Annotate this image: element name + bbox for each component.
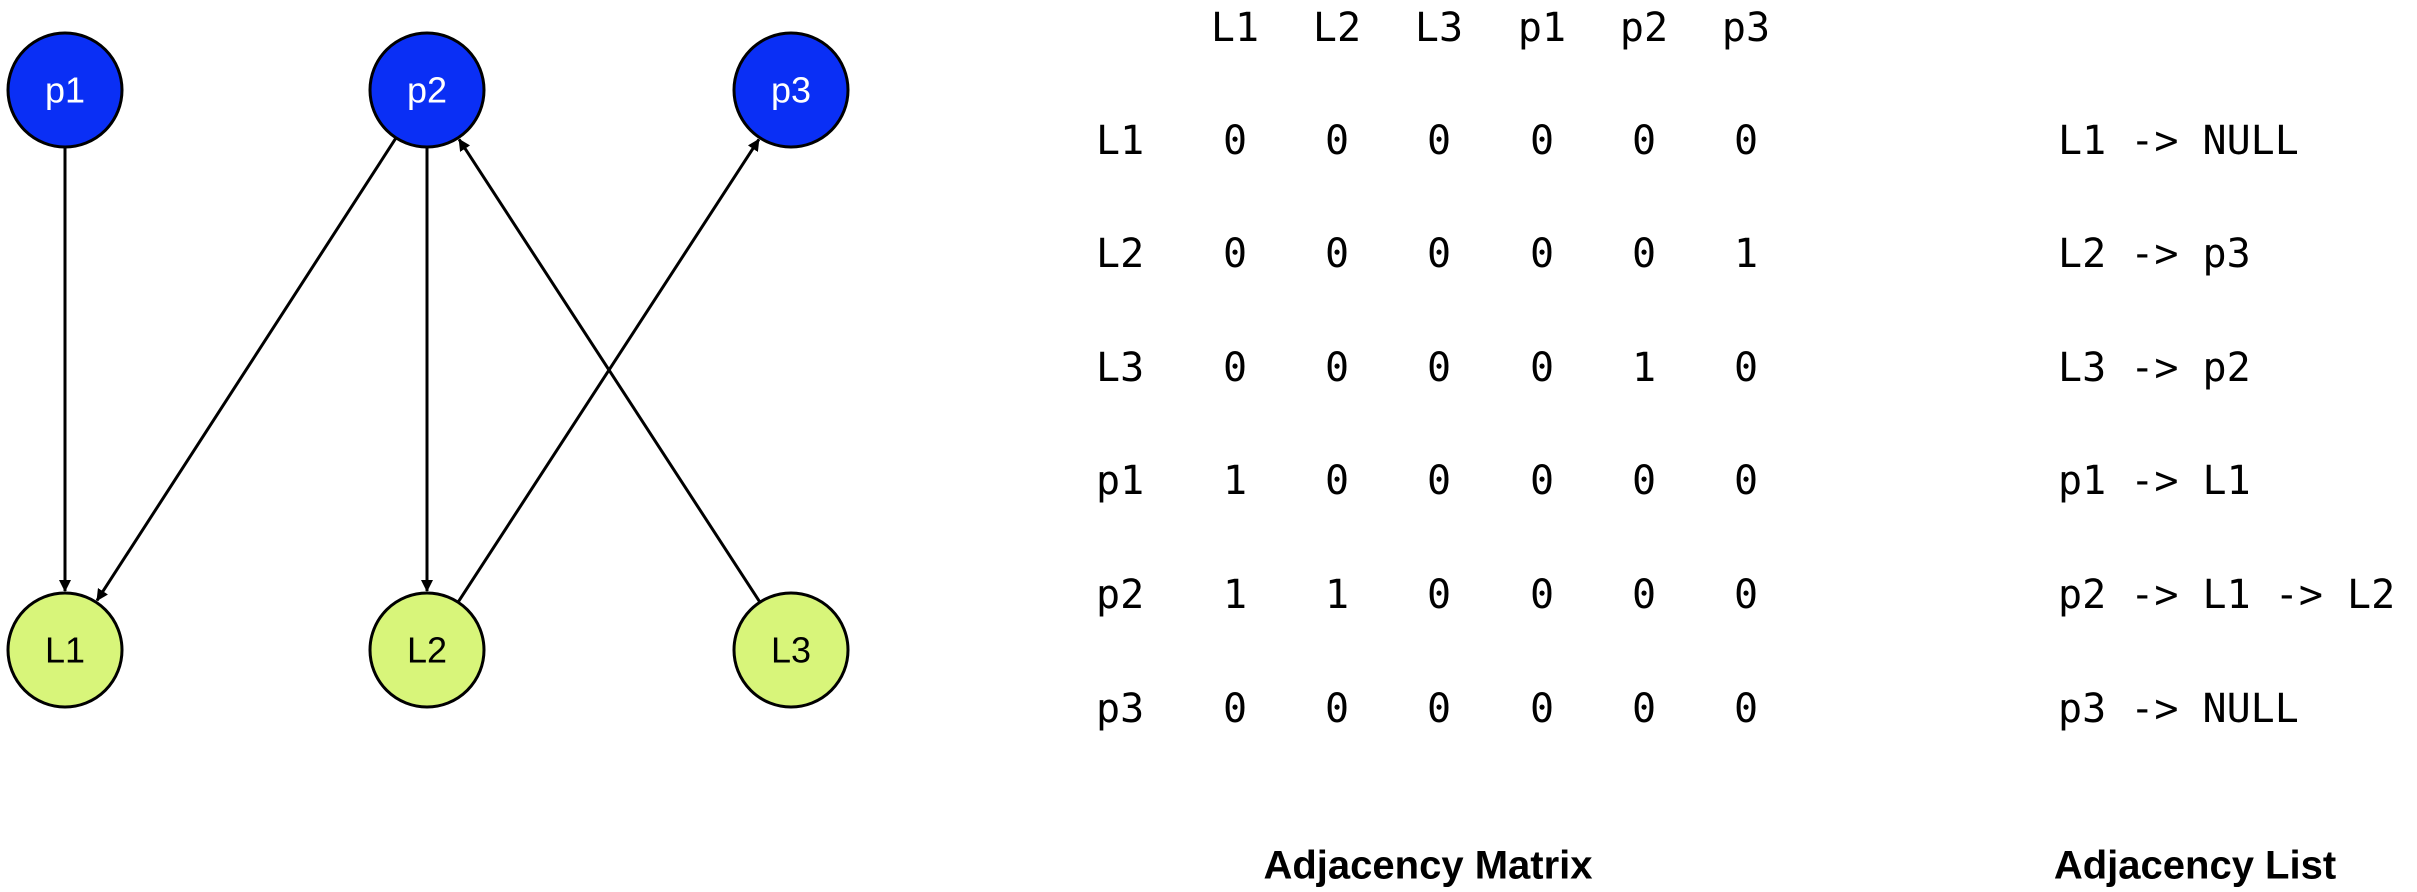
matrix-cell: 0 [1631,231,1657,277]
adjacency-list-entry: L2 -> p3 [2058,231,2251,277]
node-label: L2 [407,630,447,671]
matrix-cell: 0 [1733,118,1759,164]
matrix-cell: 0 [1324,458,1350,504]
matrix-cell: 1 [1222,572,1248,618]
edge-L3-to-p2 [457,138,762,604]
matrix-col-header: L1 [1210,5,1260,51]
matrix-cell: 1 [1631,345,1657,391]
adjacency-list-entry: p1 -> L1 [2058,458,2251,504]
node-circle [6,31,124,149]
matrix-cell: 0 [1426,345,1452,391]
matrix-cell: 0 [1529,686,1555,732]
matrix-cell: 0 [1426,572,1452,618]
edges [59,137,762,604]
node-label: L3 [771,630,811,671]
node-label: p2 [407,70,447,111]
node-label: p3 [771,70,811,111]
matrix-cell: 0 [1733,572,1759,618]
matrix-row-header: p3 [1096,686,1145,732]
matrix-cell: 0 [1733,345,1759,391]
node-L2: L2 [368,591,486,709]
matrix-col-header: p3 [1721,5,1771,51]
matrix-cell: 0 [1426,686,1452,732]
node-circle [732,31,850,149]
matrix-cell: 0 [1631,458,1657,504]
matrix-row-header: L2 [1096,231,1145,277]
matrix-cell: 0 [1529,231,1555,277]
matrix-row-header: p2 [1096,572,1145,618]
node-p3: p3 [732,31,850,149]
matrix-cell: 0 [1426,458,1452,504]
matrix-cell: 0 [1426,118,1452,164]
matrix-cell: 1 [1324,572,1350,618]
matrix-cell: 0 [1324,118,1350,164]
matrix-cell: 0 [1222,118,1248,164]
graph-diagram: p1 p2 p3 L1 L2 L3 [6,31,850,709]
adjacency-list-entry: L3 -> p2 [2058,345,2251,391]
node-label: p1 [45,70,85,111]
node-p1: p1 [6,31,124,149]
adjacency-list-entry: L1 -> NULL [2058,118,2299,164]
matrix-cell: 0 [1733,686,1759,732]
matrix-cell: 0 [1222,686,1248,732]
matrix-col-header: p1 [1517,5,1567,51]
adjacency-list-caption: Adjacency List [2053,843,2337,888]
matrix-cell: 0 [1631,118,1657,164]
node-circle [368,591,486,709]
matrix-cell: 1 [1733,231,1759,277]
edge-p2-to-L1 [95,137,398,602]
adjacency-matrix-caption: Adjacency Matrix [1263,843,1593,888]
matrix-cell: 1 [1222,458,1248,504]
matrix-cell: 0 [1324,231,1350,277]
matrix-cell: 0 [1222,345,1248,391]
matrix-row-header: L3 [1096,345,1145,391]
node-L3: L3 [732,591,850,709]
matrix-col-header: p2 [1619,5,1669,51]
matrix-cell: 0 [1324,345,1350,391]
node-circle [368,31,486,149]
matrix-col-header: L2 [1312,5,1362,51]
matrix-cell: 0 [1222,231,1248,277]
matrix-cell: 0 [1631,572,1657,618]
node-circle [6,591,124,709]
nodes: p1 p2 p3 L1 L2 L3 [6,31,850,709]
node-p2: p2 [368,31,486,149]
adjacency-list-entry: p2 -> L1 -> L2 [2058,572,2396,618]
matrix-cell: 0 [1529,118,1555,164]
matrix-cell: 0 [1733,458,1759,504]
matrix-cell: 0 [1529,345,1555,391]
matrix-cell: 0 [1529,572,1555,618]
matrix-cell: 0 [1529,458,1555,504]
matrix-cell: 0 [1426,231,1452,277]
matrix-col-header: L3 [1414,5,1464,51]
adjacency-list-entry: p3 -> NULL [2058,686,2299,732]
matrix-row-header: L1 [1096,118,1145,164]
node-circle [732,591,850,709]
node-L1: L1 [6,591,124,709]
matrix-row-header: p1 [1096,458,1145,504]
matrix-cell: 0 [1631,686,1657,732]
matrix-cell: 0 [1324,686,1350,732]
node-label: L1 [45,630,85,671]
